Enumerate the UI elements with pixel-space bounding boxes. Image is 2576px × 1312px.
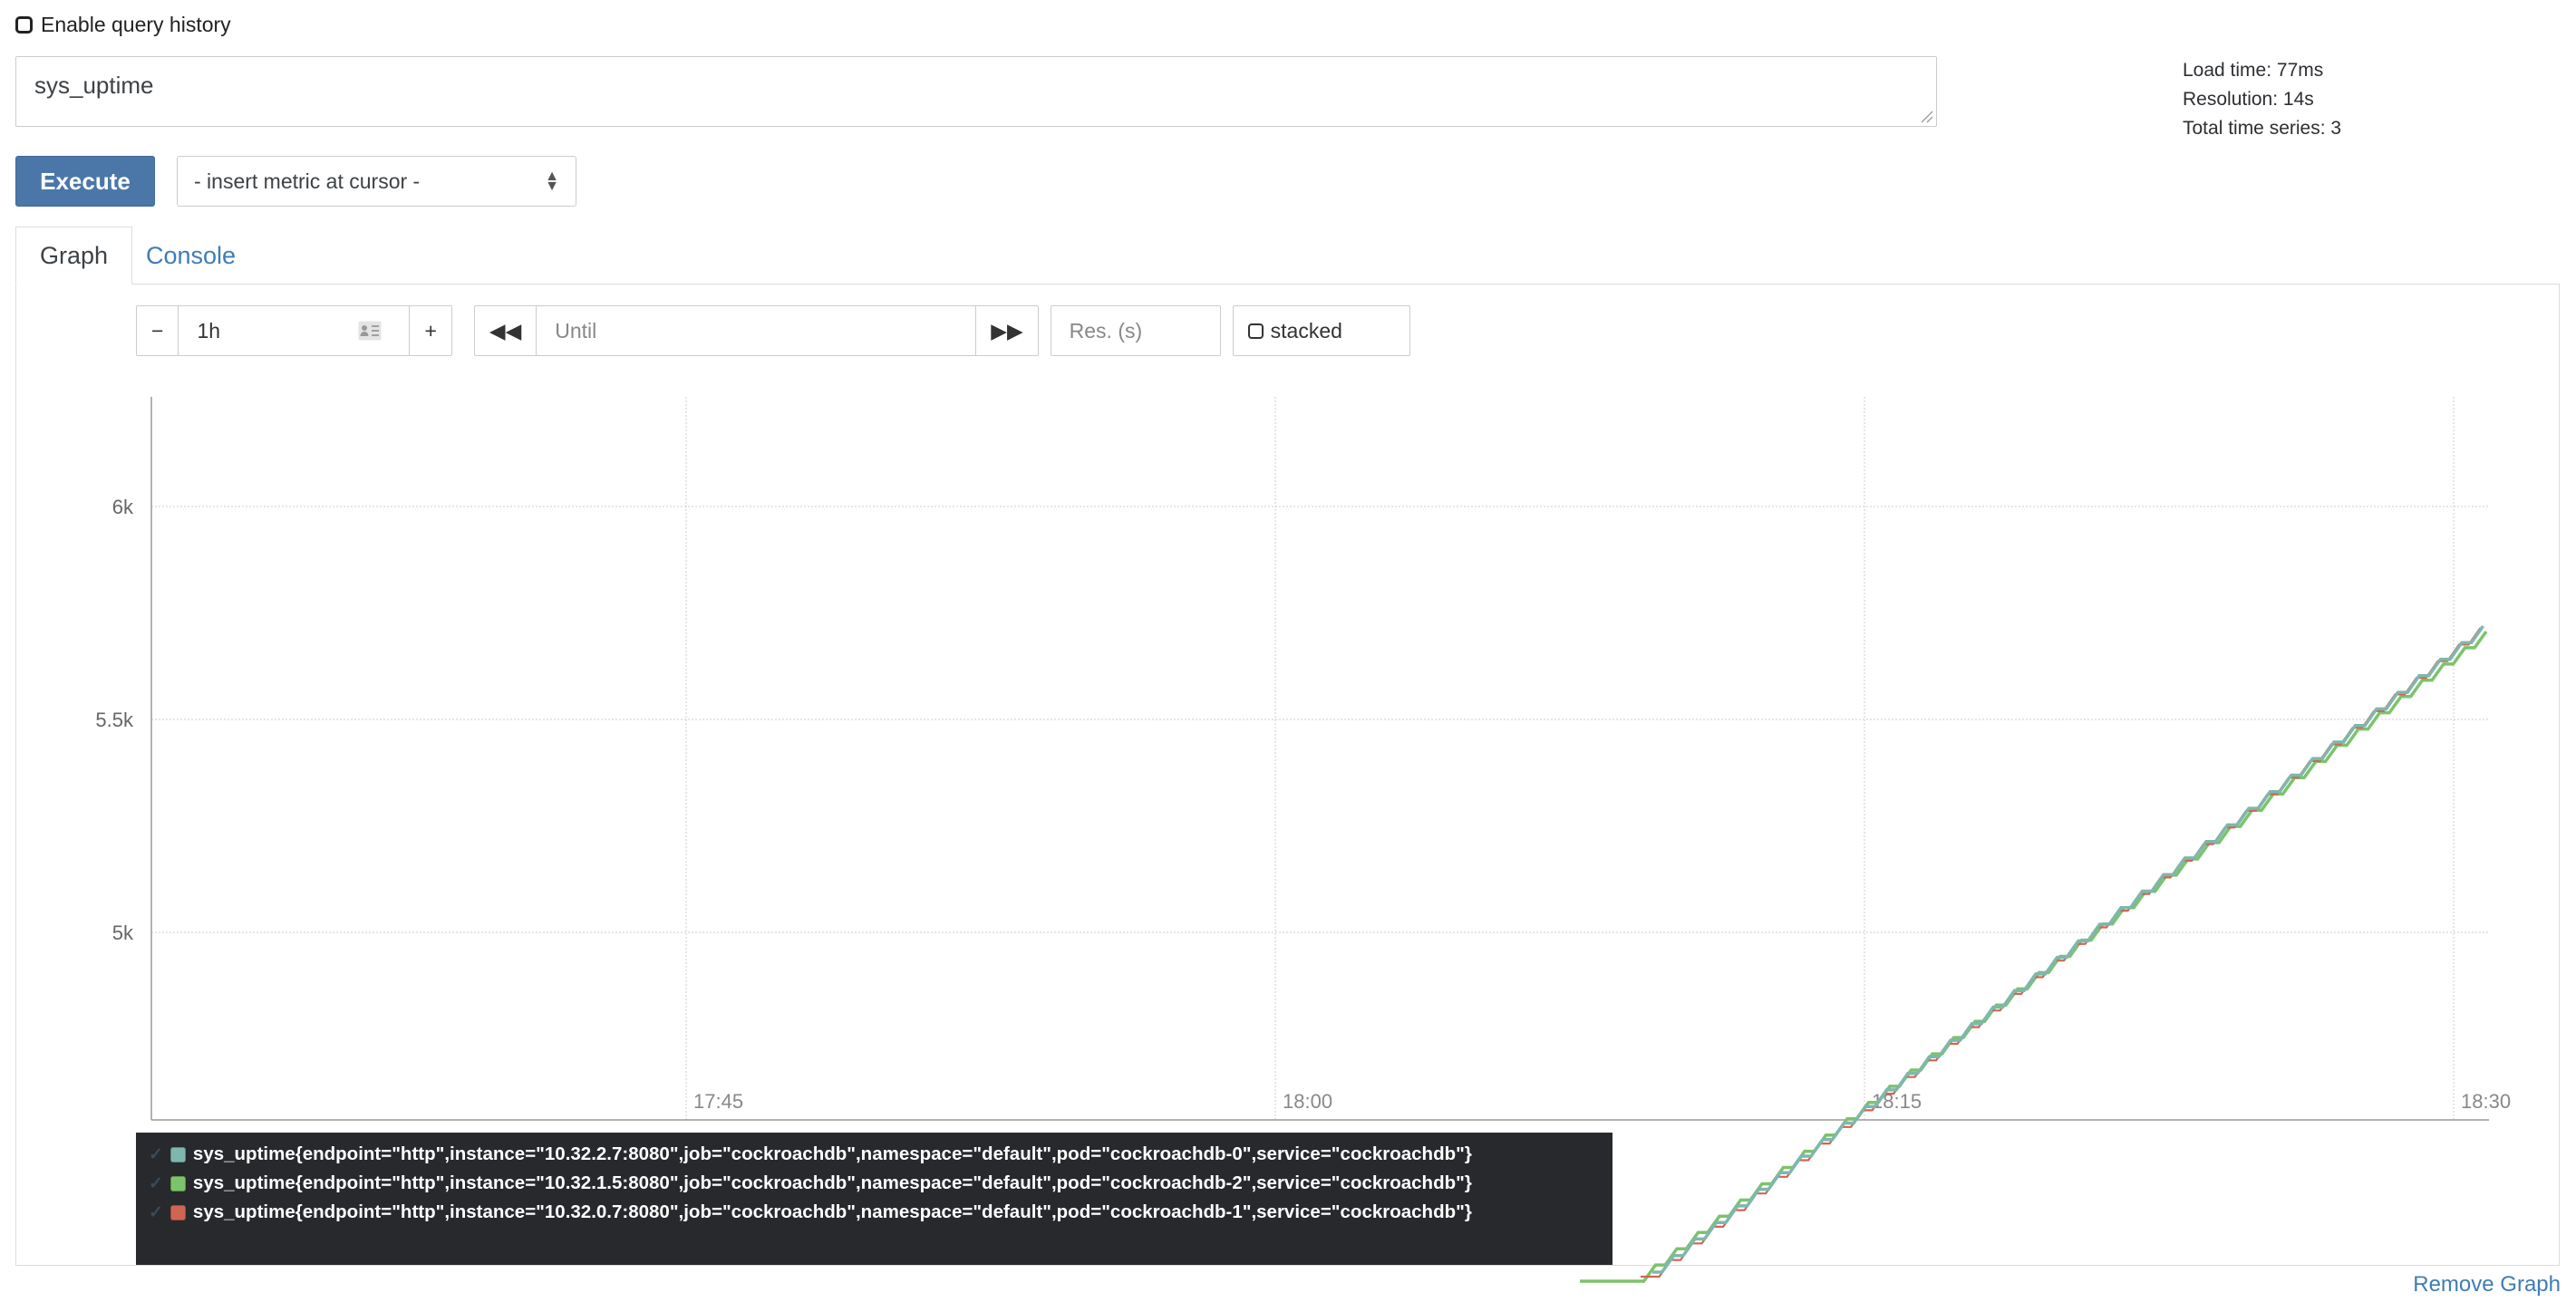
svg-text:5k: 5k xyxy=(112,921,134,944)
svg-text:18:00: 18:00 xyxy=(1283,1090,1332,1113)
svg-text:6k: 6k xyxy=(112,496,134,518)
svg-text:18:30: 18:30 xyxy=(2461,1090,2511,1113)
svg-text:17:45: 17:45 xyxy=(693,1090,743,1113)
svg-text:5.5k: 5.5k xyxy=(95,709,134,731)
